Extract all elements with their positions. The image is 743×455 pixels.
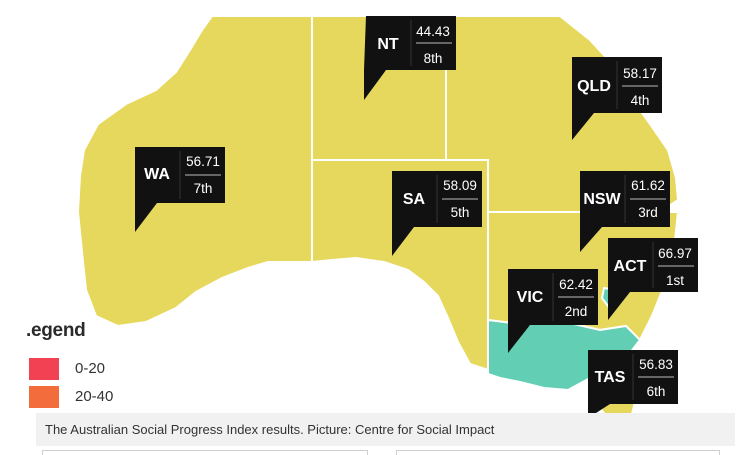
nsw-score: 61.62 — [631, 178, 665, 193]
legend-label: 0-20 — [75, 360, 106, 377]
legend-swatch-0-20 — [29, 358, 59, 380]
sa-rank: 5th — [451, 205, 470, 220]
nt-abbr: NT — [377, 36, 399, 53]
vic-rank: 2nd — [565, 304, 588, 319]
state-labels: NT 44.43 8th QLD 58.17 4th WA 56.71 7th — [135, 16, 698, 413]
label-act: ACT 66.97 1st — [608, 238, 698, 320]
nt-score: 44.43 — [416, 24, 450, 39]
partial-input-left — [42, 450, 368, 455]
caption-text: The Australian Social Progress Index res… — [45, 422, 495, 437]
legend-label: 20-40 — [75, 388, 114, 405]
vic-score: 62.42 — [559, 277, 593, 292]
legend-swatch-20-40 — [29, 386, 59, 408]
act-score: 66.97 — [658, 246, 692, 261]
legend-title: .egend — [26, 320, 86, 341]
qld-score: 58.17 — [623, 66, 657, 81]
label-wa: WA 56.71 7th — [135, 147, 225, 232]
qld-rank: 4th — [631, 93, 650, 108]
nsw-abbr: NSW — [583, 191, 621, 208]
vic-abbr: VIC — [517, 289, 544, 306]
tas-abbr: TAS — [595, 369, 626, 386]
label-nsw: NSW 61.62 3rd — [580, 171, 670, 252]
label-nt: NT 44.43 8th — [364, 16, 456, 100]
image-caption: The Australian Social Progress Index res… — [36, 413, 735, 446]
tas-rank: 6th — [647, 384, 666, 399]
label-qld: QLD 58.17 4th — [572, 57, 662, 140]
act-rank: 1st — [666, 273, 684, 288]
label-vic: VIC 62.42 2nd — [508, 269, 598, 353]
wa-score: 56.71 — [186, 154, 220, 169]
label-sa: SA 58.09 5th — [392, 171, 482, 256]
nt-rank: 8th — [424, 51, 443, 66]
wa-abbr: WA — [144, 166, 170, 183]
label-tas: TAS 56.83 6th — [588, 350, 678, 413]
tas-score: 56.83 — [639, 357, 673, 372]
act-abbr: ACT — [614, 258, 647, 275]
wa-rank: 7th — [194, 181, 213, 196]
sa-abbr: SA — [403, 191, 426, 208]
partial-input-right — [396, 450, 720, 455]
nsw-rank: 3rd — [638, 205, 658, 220]
sa-score: 58.09 — [443, 178, 477, 193]
qld-abbr: QLD — [577, 78, 611, 95]
